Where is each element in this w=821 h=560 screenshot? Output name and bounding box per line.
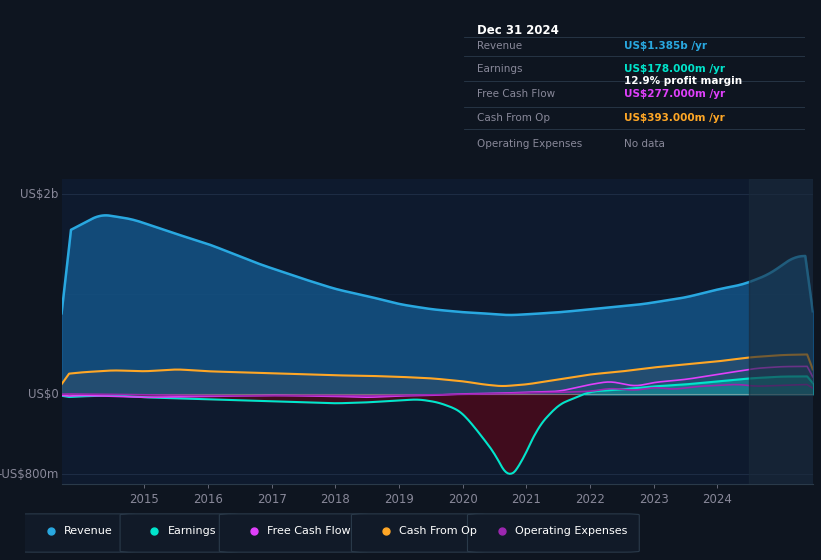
Text: Cash From Op: Cash From Op xyxy=(399,526,477,536)
Bar xyxy=(749,179,813,484)
FancyBboxPatch shape xyxy=(120,514,238,552)
Text: Earnings: Earnings xyxy=(167,526,216,536)
Text: No data: No data xyxy=(624,139,665,148)
Text: Free Cash Flow: Free Cash Flow xyxy=(267,526,351,536)
FancyBboxPatch shape xyxy=(219,514,369,552)
FancyBboxPatch shape xyxy=(351,514,485,552)
Text: Earnings: Earnings xyxy=(478,64,523,74)
Text: Revenue: Revenue xyxy=(478,41,523,52)
Text: Operating Expenses: Operating Expenses xyxy=(515,526,627,536)
Text: Revenue: Revenue xyxy=(64,526,113,536)
Text: US$1.385b /yr: US$1.385b /yr xyxy=(624,41,707,52)
Text: Dec 31 2024: Dec 31 2024 xyxy=(478,24,559,37)
Text: US$2b: US$2b xyxy=(21,188,58,200)
Text: Operating Expenses: Operating Expenses xyxy=(478,139,583,148)
Text: -US$800m: -US$800m xyxy=(0,468,58,481)
Text: Free Cash Flow: Free Cash Flow xyxy=(478,89,556,99)
Text: US$178.000m /yr: US$178.000m /yr xyxy=(624,64,725,74)
Text: Cash From Op: Cash From Op xyxy=(478,113,551,123)
Text: 12.9% profit margin: 12.9% profit margin xyxy=(624,76,742,86)
Text: US$393.000m /yr: US$393.000m /yr xyxy=(624,113,725,123)
Text: US$277.000m /yr: US$277.000m /yr xyxy=(624,89,725,99)
FancyBboxPatch shape xyxy=(17,514,135,552)
Text: US$0: US$0 xyxy=(28,388,58,401)
FancyBboxPatch shape xyxy=(467,514,640,552)
